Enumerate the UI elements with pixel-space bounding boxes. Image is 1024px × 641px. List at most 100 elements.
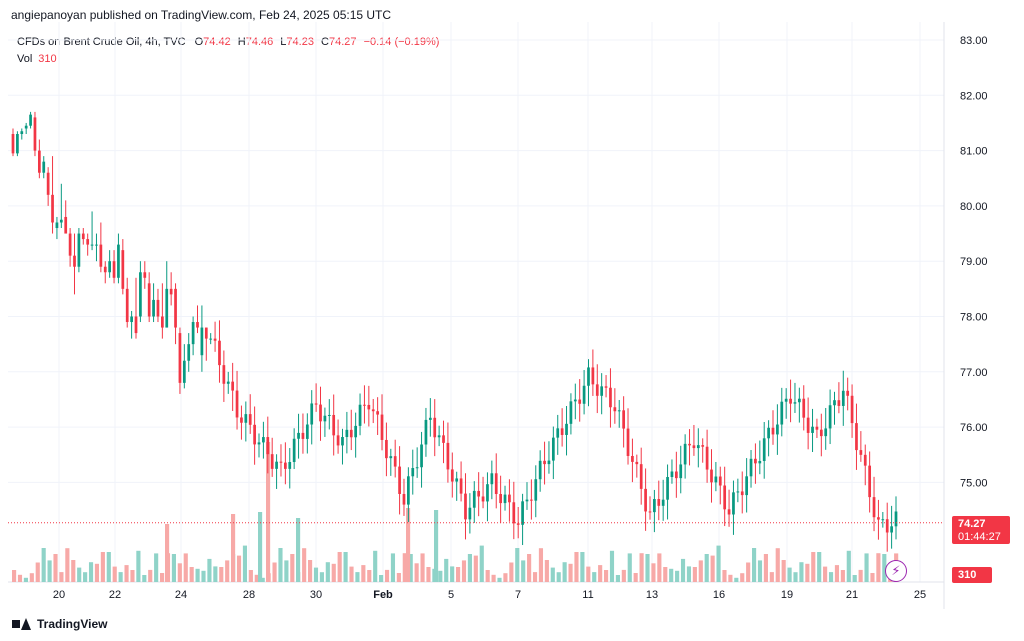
candle bbox=[481, 476, 485, 509]
candle bbox=[275, 454, 278, 489]
candle bbox=[354, 412, 358, 458]
candle bbox=[51, 156, 54, 234]
volume-bar bbox=[53, 554, 58, 582]
candle bbox=[20, 128, 24, 140]
candle bbox=[222, 350, 226, 402]
candle bbox=[776, 404, 779, 455]
candle bbox=[398, 446, 401, 515]
candle bbox=[718, 466, 722, 505]
candle bbox=[411, 449, 415, 495]
volume-bar bbox=[817, 552, 822, 582]
candle bbox=[253, 406, 256, 465]
volume-bar bbox=[160, 573, 165, 582]
candle bbox=[512, 481, 516, 540]
volume-bar bbox=[550, 567, 555, 582]
candle bbox=[679, 445, 683, 494]
candle bbox=[824, 407, 828, 450]
candle bbox=[270, 437, 274, 477]
candle bbox=[130, 310, 133, 339]
candle bbox=[784, 388, 788, 419]
candle bbox=[139, 261, 142, 323]
volume-bar bbox=[266, 442, 271, 582]
candle bbox=[134, 277, 138, 339]
candle bbox=[73, 233, 76, 295]
volume-bar bbox=[675, 570, 680, 582]
candle bbox=[226, 371, 230, 394]
volume-bar bbox=[302, 548, 307, 582]
close-label: C bbox=[321, 36, 329, 48]
candle bbox=[11, 128, 15, 157]
candle bbox=[200, 305, 204, 372]
candle bbox=[218, 320, 221, 383]
volume-bar bbox=[775, 548, 780, 582]
candle bbox=[617, 399, 621, 428]
volume-bar bbox=[444, 558, 449, 582]
candle bbox=[727, 489, 731, 527]
volume-bar bbox=[669, 568, 674, 582]
candle bbox=[103, 261, 107, 284]
candle bbox=[771, 410, 775, 445]
candle bbox=[846, 377, 850, 411]
candle bbox=[266, 416, 270, 474]
candle bbox=[437, 425, 441, 447]
candle bbox=[455, 471, 459, 501]
lightning-alert-icon[interactable]: ⚡ bbox=[885, 560, 907, 582]
x-tick-label: 5 bbox=[448, 589, 454, 601]
high-label: H bbox=[237, 36, 246, 48]
y-tick-label: 82.00 bbox=[960, 90, 988, 102]
candle bbox=[16, 131, 19, 157]
volume-bar bbox=[219, 567, 224, 582]
candle bbox=[635, 454, 639, 478]
candle bbox=[345, 411, 349, 454]
x-tick-label: 19 bbox=[781, 589, 793, 601]
candle bbox=[81, 228, 85, 245]
volume-bar bbox=[47, 560, 52, 582]
candle bbox=[257, 433, 261, 458]
volume-bar bbox=[574, 552, 579, 582]
volume-label[interactable]: Vol bbox=[17, 53, 33, 65]
volume-bar bbox=[59, 572, 64, 582]
x-tick-label: 30 bbox=[310, 589, 322, 601]
volume-bar bbox=[71, 560, 76, 582]
volume-bar bbox=[35, 562, 40, 582]
candle bbox=[600, 373, 604, 415]
candle bbox=[556, 414, 560, 455]
volume-bar bbox=[609, 550, 615, 582]
volume-bar bbox=[325, 562, 330, 582]
volume-bar bbox=[811, 552, 816, 582]
volume-bar bbox=[258, 512, 263, 582]
volume-bar bbox=[106, 552, 111, 582]
volume-bar bbox=[384, 569, 390, 582]
candle bbox=[560, 408, 564, 447]
volume-bar bbox=[503, 573, 508, 582]
candle bbox=[55, 216, 59, 240]
low-value: 74.23 bbox=[286, 36, 314, 48]
candle bbox=[644, 468, 647, 531]
x-tick-label: 28 bbox=[243, 589, 255, 601]
candle bbox=[161, 283, 164, 339]
candle bbox=[622, 396, 625, 448]
candle bbox=[877, 499, 880, 540]
open-value: 74.42 bbox=[203, 36, 231, 48]
open-label: O bbox=[194, 36, 204, 48]
candle bbox=[112, 250, 116, 284]
candle bbox=[767, 420, 770, 457]
volume-bar bbox=[497, 577, 502, 582]
volume-bar bbox=[456, 567, 461, 582]
low-label: L bbox=[280, 36, 287, 48]
candle bbox=[701, 438, 705, 463]
candle bbox=[341, 428, 344, 465]
volume-bar bbox=[236, 555, 242, 582]
y-tick-label: 77.00 bbox=[960, 367, 988, 379]
volume-bar bbox=[177, 563, 182, 582]
volume-bar bbox=[799, 562, 804, 582]
candle bbox=[683, 434, 687, 479]
candle bbox=[578, 379, 582, 422]
candle bbox=[319, 386, 322, 441]
volume-bar bbox=[390, 553, 396, 582]
x-tick-label: 13 bbox=[646, 589, 658, 601]
candle bbox=[569, 393, 573, 435]
candle bbox=[68, 228, 72, 267]
volume-bar bbox=[633, 573, 638, 582]
